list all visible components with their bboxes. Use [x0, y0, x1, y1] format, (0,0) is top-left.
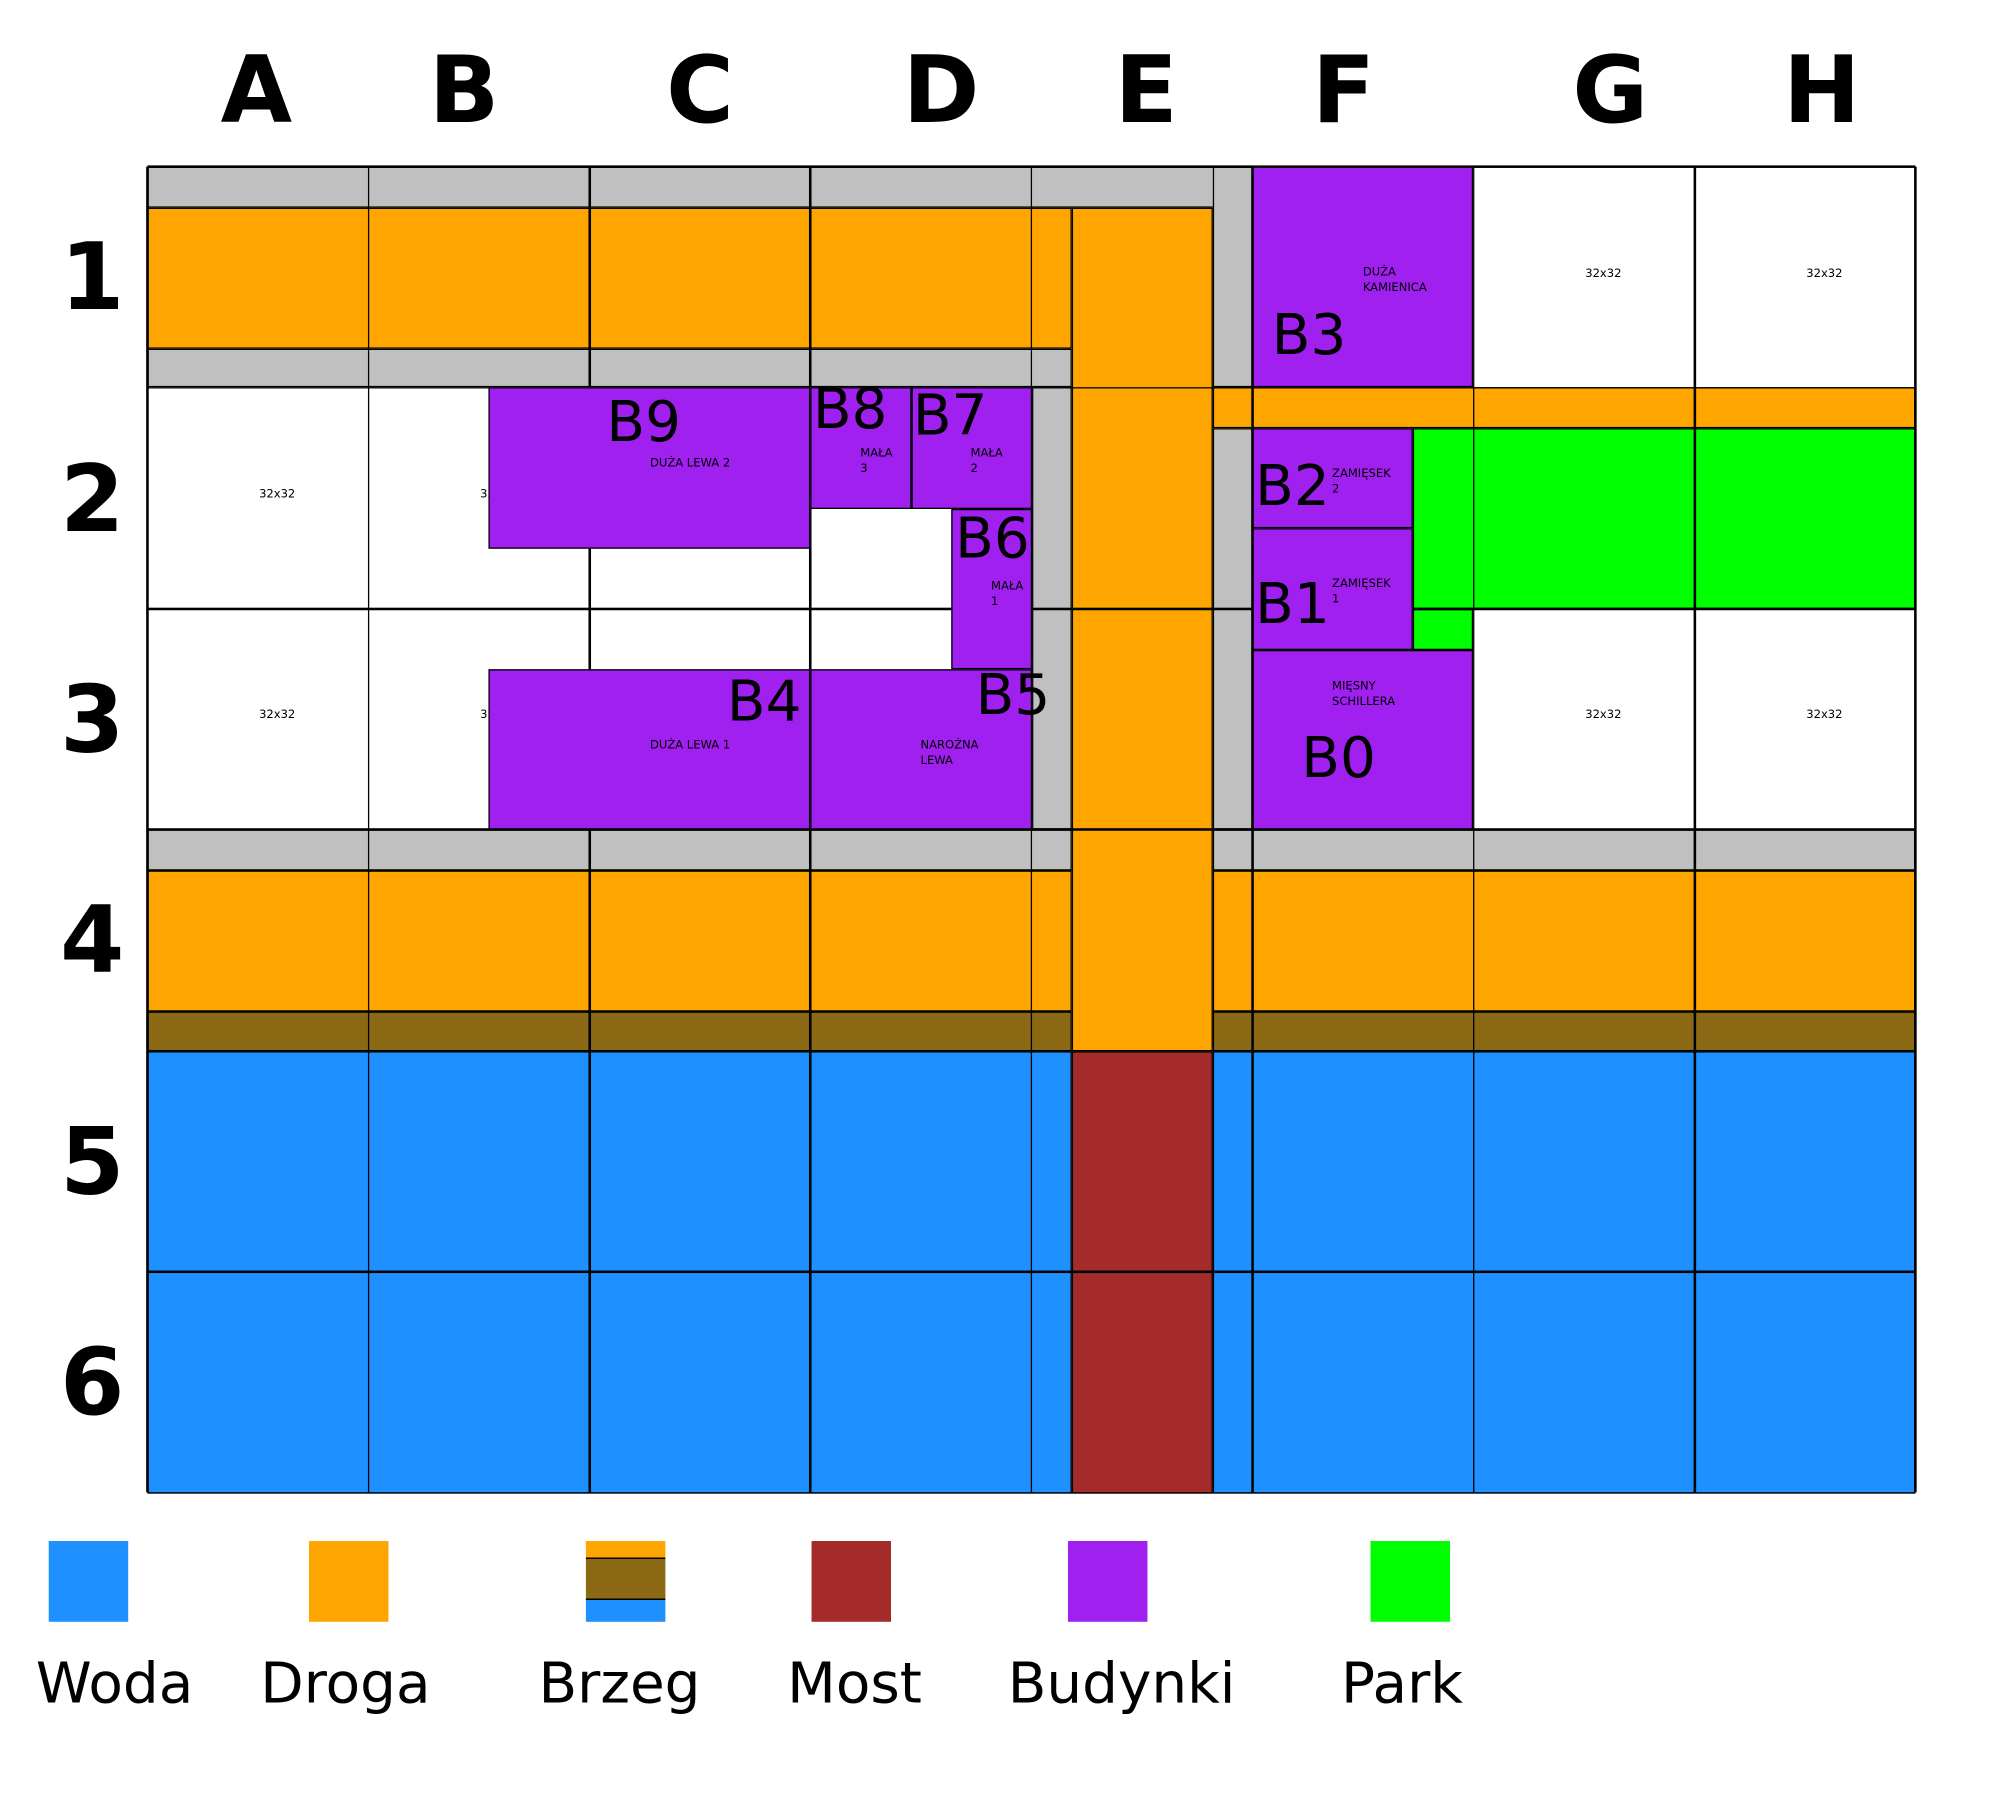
cell-size-label: 32x32: [1806, 708, 1843, 722]
building-name: MIĘSNY SCHILLERA: [1332, 680, 1396, 709]
row-header: 2: [60, 444, 125, 553]
road-tile: [147, 207, 1072, 349]
column-header: A: [220, 35, 293, 144]
legend-swatch-building: [1067, 1541, 1148, 1622]
cell-size-label: 32x32: [259, 488, 296, 502]
cell-size-label: 32x32: [1585, 708, 1622, 722]
grid-line-horizontal: [147, 165, 1916, 168]
legend-label: Park: [1341, 1651, 1463, 1717]
building-code: B4: [726, 669, 802, 735]
column-header: D: [902, 35, 980, 144]
column-header: B: [428, 35, 500, 144]
column-header: C: [666, 35, 734, 144]
grid-line-horizontal: [147, 1049, 1916, 1052]
cell-size-label: 32x32: [259, 708, 296, 722]
building-code: B2: [1255, 453, 1330, 520]
shore-tile: [1212, 1011, 1916, 1052]
building-b4: [488, 669, 811, 830]
building-b7: [911, 387, 1033, 509]
building-name: MAŁA 2: [970, 447, 1003, 476]
legend-label: Most: [787, 1651, 922, 1717]
sidewalk-tile: [1212, 829, 1916, 871]
building-name: ZAMIĘSEK 2: [1332, 467, 1391, 497]
sidewalk-tile: [147, 166, 1253, 208]
building-name: DUŻA LEWA 2: [649, 457, 731, 471]
column-header: E: [1114, 35, 1178, 144]
park-tile: [1412, 608, 1474, 650]
building-code: B9: [606, 389, 682, 456]
column-header: G: [1572, 35, 1649, 144]
legend-swatch-road: [308, 1541, 389, 1622]
sidewalk-tile: [1212, 428, 1253, 830]
column-header: F: [1312, 35, 1376, 144]
cell-size-label: 32x32: [1806, 267, 1843, 281]
building-b9: [488, 387, 811, 549]
column-header: H: [1783, 35, 1861, 144]
sidewalk-tile: [147, 348, 1072, 388]
building-b5: [810, 669, 1033, 830]
legend-label: Droga: [260, 1651, 431, 1717]
building-name: DUŻA LEWA 1: [649, 739, 731, 753]
road-tile: [147, 870, 1072, 1012]
legend-swatch-water: [48, 1541, 129, 1622]
legend-label: Woda: [35, 1651, 194, 1717]
shore-tile: [147, 1011, 1072, 1052]
sidewalk-tile: [1212, 166, 1253, 388]
building-b8: [810, 387, 912, 509]
cell-size-label: 32x32: [1585, 267, 1622, 281]
building-code: B7: [912, 383, 988, 449]
row-header: 5: [60, 1107, 125, 1216]
grid-line-vertical: [1914, 166, 1917, 1493]
building-b6: [951, 508, 1033, 670]
grid-line-horizontal: [147, 1270, 1916, 1273]
row-header: 6: [60, 1328, 125, 1437]
building-code: B3: [1271, 302, 1347, 368]
row-header: 1: [60, 223, 125, 332]
building-name: ZAMIĘSEK 1: [1332, 578, 1391, 607]
building-b3: [1252, 166, 1474, 388]
legend-swatch-shore: [585, 1541, 666, 1622]
row-header: 3: [60, 665, 125, 774]
building-code: B6: [955, 506, 1030, 572]
legend-swatch-bridge: [811, 1541, 892, 1622]
building-code: B5: [975, 662, 1051, 729]
building-b2: [1252, 428, 1413, 529]
building-name: NAROŻNA LEWA: [920, 739, 979, 768]
building-b0: [1252, 649, 1474, 830]
building-name: DUŻA KAMIENICA: [1362, 266, 1427, 295]
building-name: MAŁA 3: [860, 447, 893, 476]
building-code: B1: [1255, 571, 1330, 638]
legend-swatch-park: [1370, 1541, 1450, 1622]
building-code: B0: [1301, 725, 1376, 792]
grid-line-horizontal: [147, 828, 1916, 831]
road-tile: [1071, 207, 1213, 1052]
road-tile: [1212, 870, 1916, 1012]
legend-label: Budynki: [1007, 1651, 1236, 1717]
sidewalk-tile: [147, 829, 1072, 871]
legend-label: Brzeg: [538, 1651, 701, 1717]
grid-line-horizontal: [147, 1491, 1916, 1494]
road-tile: [1212, 387, 1916, 429]
building-code: B8: [812, 376, 888, 443]
building-b1: [1252, 528, 1413, 650]
park-tile: [1412, 428, 1916, 609]
row-header: 4: [60, 886, 125, 995]
building-name: MAŁA 1: [991, 580, 1024, 609]
